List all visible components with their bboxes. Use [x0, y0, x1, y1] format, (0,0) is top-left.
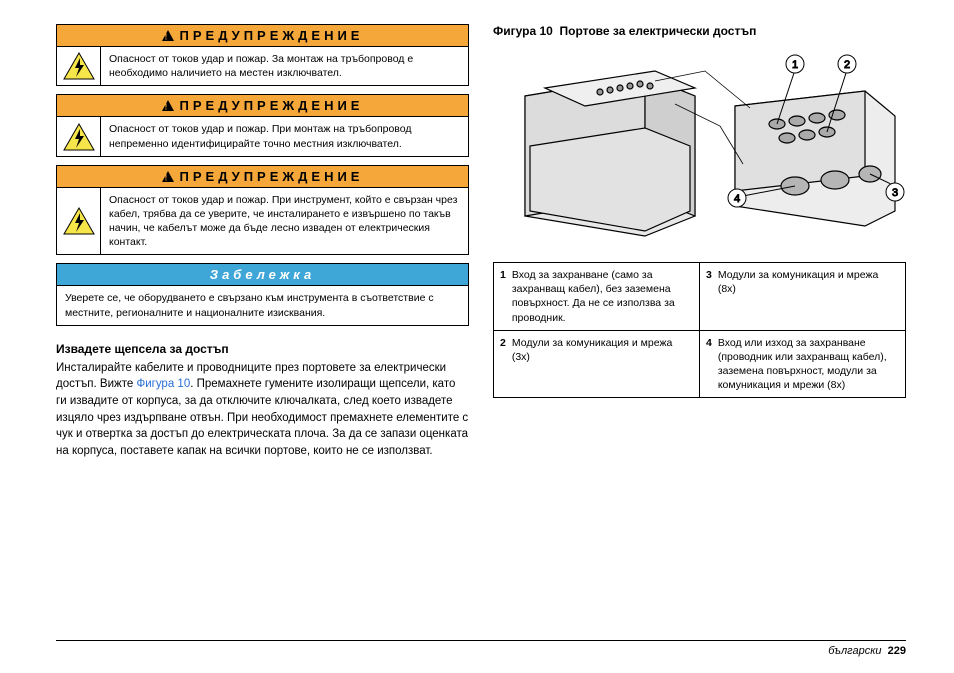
figure-caption: Портове за електрически достъп	[560, 24, 757, 38]
shock-hazard-icon	[57, 188, 101, 255]
warning-text: Опасност от токов удар и пожар. При монт…	[101, 117, 468, 155]
table-row: 1 Вход за захранване (само за захранващ …	[494, 263, 906, 331]
warning-text: Опасност от токов удар и пожар. При инст…	[101, 188, 468, 255]
warning-header: ! ПРЕДУПРЕЖДЕНИЕ	[57, 25, 468, 47]
svg-text:4: 4	[733, 193, 739, 205]
svg-text:3: 3	[891, 187, 897, 199]
table-row: 2 Модули за комуникация и мрежа (3x) 4 В…	[494, 330, 906, 398]
warning-header: ! ПРЕДУПРЕЖДЕНИЕ	[57, 166, 468, 188]
svg-text:2: 2	[843, 59, 849, 71]
svg-text:!: !	[164, 103, 171, 112]
shock-hazard-icon	[57, 117, 101, 155]
note-box: Забележка Уверете се, че оборудването е …	[56, 263, 469, 325]
warning-title: ПРЕДУПРЕЖДЕНИЕ	[180, 28, 364, 43]
warning-text: Опасност от токов удар и пожар. За монта…	[101, 47, 468, 85]
legend-num: 4	[706, 336, 718, 393]
warning-box-2: ! ПРЕДУПРЕЖДЕНИЕ Опасност от токов удар и…	[56, 94, 469, 156]
warning-body: Опасност от токов удар и пожар. За монта…	[57, 47, 468, 85]
legend-num: 3	[706, 268, 718, 296]
warning-body: Опасност от токов удар и пожар. При инст…	[57, 188, 468, 255]
right-column: Фигура 10 Портове за електрически достъп	[493, 24, 906, 610]
footer-page-number: 229	[888, 645, 906, 657]
figure-image: 1 2 3 4	[493, 46, 906, 252]
page-footer: български 229	[56, 640, 906, 657]
warning-title: ПРЕДУПРЕЖДЕНИЕ	[180, 98, 364, 113]
legend-num: 1	[500, 268, 512, 325]
warning-title: ПРЕДУПРЕЖДЕНИЕ	[180, 169, 364, 184]
legend-text: Модули за комуникация и мрежа (8x)	[718, 268, 899, 296]
left-column: ! ПРЕДУПРЕЖДЕНИЕ Опасност от токов удар и…	[56, 24, 469, 610]
figure-title: Фигура 10 Портове за електрически достъп	[493, 24, 906, 38]
section-body: Инсталирайте кабелите и проводниците пре…	[56, 360, 469, 460]
figure-link[interactable]: Фигура 10	[136, 378, 190, 390]
warning-triangle-icon: !	[162, 30, 174, 41]
svg-text:!: !	[164, 33, 171, 42]
legend-text: Вход за захранване (само за захранващ ка…	[512, 268, 693, 325]
warning-triangle-icon: !	[162, 100, 174, 111]
note-text: Уверете се, че оборудването е свързано к…	[57, 286, 468, 324]
page: ! ПРЕДУПРЕЖДЕНИЕ Опасност от токов удар и…	[0, 0, 954, 640]
figure-label: Фигура 10	[493, 24, 553, 38]
warning-box-1: ! ПРЕДУПРЕЖДЕНИЕ Опасност от токов удар и…	[56, 24, 469, 86]
shock-hazard-icon	[57, 47, 101, 85]
warning-header: ! ПРЕДУПРЕЖДЕНИЕ	[57, 95, 468, 117]
legend-text: Модули за комуникация и мрежа (3x)	[512, 336, 693, 364]
warning-box-3: ! ПРЕДУПРЕЖДЕНИЕ Опасност от токов удар и…	[56, 165, 469, 256]
note-header: Забележка	[57, 264, 468, 286]
figure-legend-table: 1 Вход за захранване (само за захранващ …	[493, 262, 906, 398]
warning-body: Опасност от токов удар и пожар. При монт…	[57, 117, 468, 155]
warning-triangle-icon: !	[162, 171, 174, 182]
svg-text:1: 1	[791, 59, 797, 71]
section-heading: Извадете щепсела за достъп	[56, 342, 469, 356]
svg-text:!: !	[164, 173, 171, 182]
legend-num: 2	[500, 336, 512, 364]
footer-language: български	[828, 645, 881, 657]
legend-text: Вход или изход за захранване (проводник …	[718, 336, 899, 393]
